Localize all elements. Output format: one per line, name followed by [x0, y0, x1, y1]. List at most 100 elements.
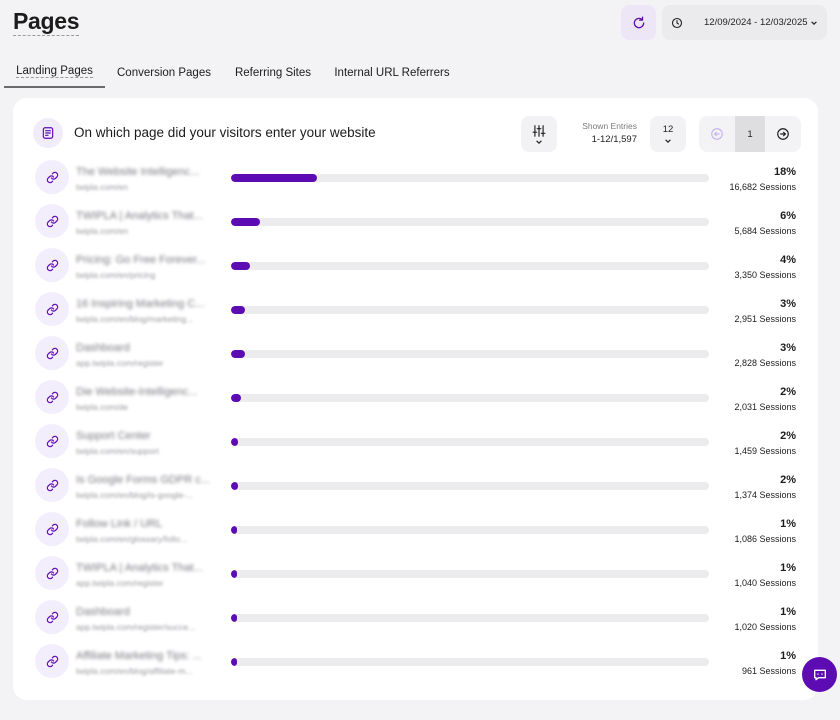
- link-icon[interactable]: [35, 644, 69, 678]
- shown-entries: Shown Entries 1-12/1,597: [561, 121, 637, 145]
- page-title-text: Dashboard: [76, 342, 130, 354]
- share-percent: 1%: [780, 606, 796, 618]
- per-page-value: 12: [662, 124, 674, 135]
- page-title-text: Die Website-Intelligenc...: [76, 386, 198, 398]
- share-bar-fill: [231, 218, 260, 226]
- link-icon[interactable]: [35, 248, 69, 282]
- per-page-select[interactable]: 12: [650, 116, 686, 152]
- sessions-count: 1,086 Sessions: [734, 534, 796, 544]
- link-icon[interactable]: [35, 160, 69, 194]
- share-percent: 1%: [780, 562, 796, 574]
- page-title-text: The Website Intelligenc...: [76, 166, 200, 178]
- share-bar: [231, 174, 709, 182]
- share-bar-fill: [231, 174, 317, 182]
- page-title-text: Is Google Forms GDPR c...: [76, 474, 210, 486]
- landing-pages-card: On which page did your visitors enter yo…: [13, 98, 818, 700]
- page-title-text: TWIPLA | Analytics That...: [76, 210, 203, 222]
- link-icon[interactable]: [35, 512, 69, 546]
- table-row[interactable]: Dashboard app.twipla.com/register/succe..…: [13, 598, 818, 642]
- sessions-count: 2,828 Sessions: [734, 358, 796, 368]
- page-title-text: Affiliate Marketing Tips: ...: [76, 650, 202, 662]
- tab-landing-pages[interactable]: Landing Pages: [4, 57, 105, 88]
- tab-label: Conversion Pages: [117, 66, 211, 79]
- share-bar: [231, 262, 709, 270]
- table-row[interactable]: 16 Inspiring Marketing C... twipla.com/en…: [13, 290, 818, 334]
- chevron-down-icon: [810, 19, 818, 27]
- tab-label: Referring Sites: [234, 66, 312, 79]
- date-range-picker[interactable]: 12/09/2024 - 12/03/2025: [662, 5, 827, 40]
- chevron-down-icon: [664, 138, 672, 144]
- share-percent: 3%: [780, 342, 796, 354]
- table-row[interactable]: Pricing: Go Free Forever... twipla.com/en…: [13, 246, 818, 290]
- sessions-count: 1,374 Sessions: [734, 490, 796, 500]
- refresh-icon: [632, 16, 646, 30]
- page-title-text: Follow Link / URL: [76, 518, 163, 530]
- table-row[interactable]: TWIPLA | Analytics That... app.twipla.com…: [13, 554, 818, 598]
- share-percent: 6%: [780, 210, 796, 222]
- tab-conversion-pages[interactable]: Conversion Pages: [112, 57, 216, 88]
- table-row[interactable]: The Website Intelligenc... twipla.com/en 1…: [13, 158, 818, 202]
- page-url-text: twipla.com/en/glossary/follo...: [76, 534, 188, 544]
- table-row[interactable]: Support Center twipla.com/en/support 2% 1,4…: [13, 422, 818, 466]
- chat-icon: [812, 667, 828, 683]
- sliders-icon: [532, 124, 546, 138]
- link-icon[interactable]: [35, 424, 69, 458]
- share-bar: [231, 658, 709, 666]
- page-title: Pages: [13, 8, 80, 36]
- share-percent: 4%: [780, 254, 796, 266]
- page-url-text: twipla.com/en/support: [76, 446, 159, 456]
- page-title-text: Support Center: [76, 430, 151, 442]
- share-percent: 3%: [780, 298, 796, 310]
- table-row[interactable]: Affiliate Marketing Tips: ... twipla.com/…: [13, 642, 818, 686]
- page-url-text: twipla.com/en/blog/affiliate-m...: [76, 666, 193, 676]
- chat-button[interactable]: [802, 657, 837, 692]
- page-header: Pages 12/09/2024 - 12/03/2025: [0, 0, 840, 50]
- table-row[interactable]: Follow Link / URL twipla.com/en/glossary/…: [13, 510, 818, 554]
- table-row[interactable]: Die Website-Intelligenc... twipla.com/de 2…: [13, 378, 818, 422]
- share-bar-fill: [231, 394, 241, 402]
- page-url-text: twipla.com/en/blog/is-google-...: [76, 490, 194, 500]
- page-title-text: 16 Inspiring Marketing C...: [76, 298, 205, 310]
- next-page-button[interactable]: [769, 120, 797, 148]
- link-icon[interactable]: [35, 204, 69, 238]
- date-range-value: 12/09/2024 - 12/03/2025: [704, 17, 808, 28]
- page-url-text: twipla.com/en: [76, 182, 128, 192]
- share-bar: [231, 306, 709, 314]
- shown-entries-label: Shown Entries: [582, 121, 637, 131]
- share-percent: 2%: [780, 430, 796, 442]
- link-icon[interactable]: [35, 600, 69, 634]
- arrow-left-icon: [710, 127, 724, 141]
- table-row[interactable]: Dashboard app.twipla.com/register 3% 2,828 …: [13, 334, 818, 378]
- previous-page-button[interactable]: [703, 120, 731, 148]
- link-icon[interactable]: [35, 380, 69, 414]
- current-page[interactable]: 1: [735, 116, 765, 152]
- filter-button[interactable]: [521, 116, 557, 152]
- shown-entries-value: 1-12/1,597: [591, 134, 637, 145]
- table-row[interactable]: TWIPLA | Analytics That... twipla.com/en 6…: [13, 202, 818, 246]
- share-bar-fill: [231, 570, 237, 578]
- share-bar: [231, 482, 709, 490]
- share-percent: 18%: [773, 166, 796, 178]
- share-percent: 1%: [780, 650, 796, 662]
- card-title: On which page did your visitors enter yo…: [74, 125, 376, 140]
- link-icon[interactable]: [35, 292, 69, 326]
- clock-icon: [671, 17, 683, 29]
- share-bar-fill: [231, 614, 237, 622]
- table-row[interactable]: Is Google Forms GDPR c... twipla.com/en/b…: [13, 466, 818, 510]
- tab-bar: Landing Pages Conversion Pages Referring…: [4, 57, 840, 89]
- share-bar-fill: [231, 262, 250, 270]
- link-icon[interactable]: [35, 336, 69, 370]
- tab-internal-url-referrers[interactable]: Internal URL Referrers: [330, 57, 454, 88]
- sessions-count: 1,459 Sessions: [734, 446, 796, 456]
- share-bar-fill: [231, 658, 237, 666]
- share-bar: [231, 570, 709, 578]
- refresh-button[interactable]: [621, 5, 656, 40]
- sessions-count: 1,020 Sessions: [734, 622, 796, 632]
- share-percent: 2%: [780, 386, 796, 398]
- tab-referring-sites[interactable]: Referring Sites: [229, 57, 317, 88]
- share-bar-fill: [231, 526, 237, 534]
- page-url-text: twipla.com/en/blog/marketing...: [76, 314, 194, 324]
- pagination: 1: [699, 116, 801, 152]
- link-icon[interactable]: [35, 468, 69, 502]
- link-icon[interactable]: [35, 556, 69, 590]
